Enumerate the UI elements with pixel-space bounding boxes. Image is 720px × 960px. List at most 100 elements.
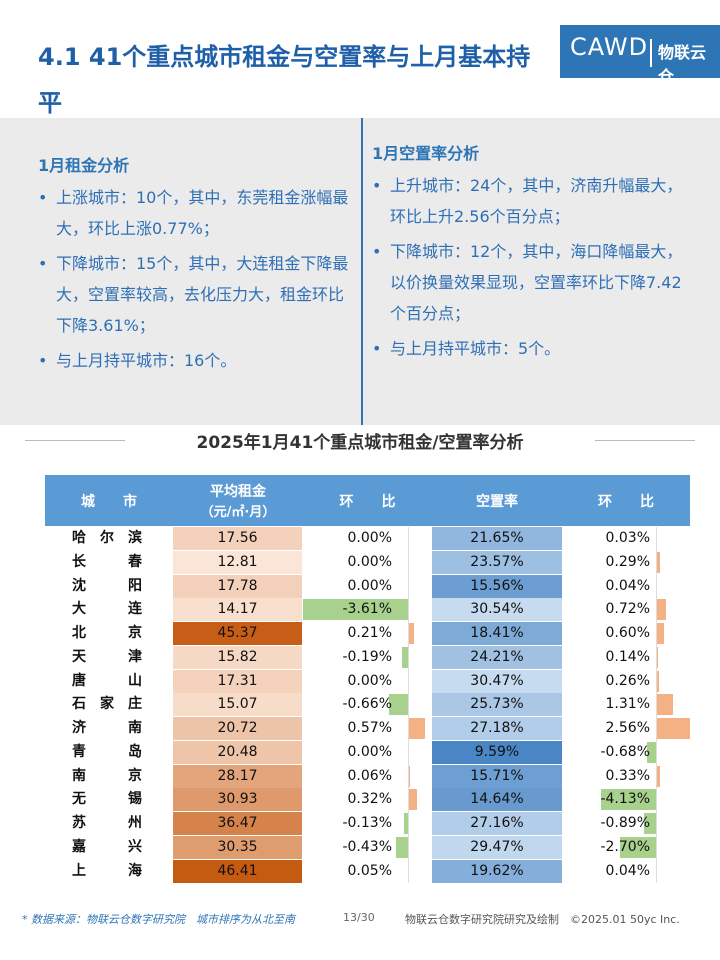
vacancy-cell: 25.73% xyxy=(432,693,562,717)
vacancy-value: 19.62% xyxy=(470,862,524,879)
city: 沈阳 xyxy=(72,577,142,594)
logo: CAWD 物联云仓 xyxy=(560,25,720,86)
change-bar xyxy=(601,789,656,811)
header-text: 空置率 xyxy=(476,493,518,510)
bullet-item: 下降城市：12个，其中，海口降幅最大，以价换量效果显现，空置率环比下降7.42个… xyxy=(372,236,687,329)
rent-cell: 20.48 xyxy=(173,740,302,764)
rent-value: 17.31 xyxy=(217,672,258,689)
vacancy-cell: 27.16% xyxy=(432,812,562,835)
vacancy-analysis: 1月空置率分析上升城市：24个，其中，济南升幅最大，环比上升2.56个百分点；下… xyxy=(372,140,687,368)
vacancy-cell: 15.71% xyxy=(432,764,562,788)
change-value: 0.33% xyxy=(605,767,650,784)
table-header: 城市 平均租金 （元/㎡·月） 环比 空置率 环比 xyxy=(45,475,690,526)
change-value: 0.04% xyxy=(605,577,650,594)
rent-cell: 20.72 xyxy=(173,717,302,740)
vacancy-cell: 29.47% xyxy=(432,835,562,859)
vacancy-cell: 30.47% xyxy=(432,669,562,693)
change-bar xyxy=(656,551,660,573)
change-value: 0.26% xyxy=(605,672,650,689)
change-bar xyxy=(303,599,408,621)
rent-cell: 46.41 xyxy=(173,859,302,883)
rent-cell: 15.82 xyxy=(173,645,302,669)
vacancy-cell: 24.21% xyxy=(432,645,562,669)
bullet-item: 上升城市：24个，其中，济南升幅最大，环比上升2.56个百分点； xyxy=(372,170,687,232)
bullet-item: 与上月持平城市：16个。 xyxy=(38,345,353,376)
change-bar xyxy=(402,646,408,668)
header-text: 环比 xyxy=(339,493,424,510)
rent-value: 20.72 xyxy=(217,720,258,736)
change-value: -0.13% xyxy=(342,815,392,831)
change-value: 0.21% xyxy=(347,625,392,641)
logo-text: CAWD xyxy=(570,33,649,61)
city: 嘉兴 xyxy=(72,838,142,855)
change-value: 2.56% xyxy=(605,720,650,736)
divider xyxy=(361,118,363,425)
rent-cell: 45.37 xyxy=(173,622,302,645)
bullet-item: 上涨城市：10个，其中，东莞租金涨幅最大，环比上涨0.77%； xyxy=(38,182,353,244)
vacancy-cell: 19.62% xyxy=(432,859,562,883)
heading: 1月租金分析 xyxy=(38,156,130,175)
vacancy-cell: 30.54% xyxy=(432,598,562,622)
list: 上升城市：24个，其中，济南升幅最大，环比上升2.56个百分点；下降城市：12个… xyxy=(372,170,687,364)
rent-value: 17.56 xyxy=(217,530,258,546)
vacancy-value: 14.64% xyxy=(470,791,524,808)
vacancy-value: 25.73% xyxy=(470,696,524,713)
logo-divider xyxy=(650,39,652,67)
change-value: 0.60% xyxy=(605,625,650,641)
header-cell: 平均租金 （元/㎡·月） xyxy=(173,475,303,526)
change-bar xyxy=(408,623,415,644)
rule xyxy=(25,440,125,441)
vacancy-value: 21.65% xyxy=(470,530,524,546)
rule xyxy=(595,440,695,441)
axis-line xyxy=(656,527,657,883)
change-value: 0.72% xyxy=(605,601,650,618)
change-value: -0.19% xyxy=(342,648,392,665)
rent-cell: 14.17 xyxy=(173,598,302,622)
change-bar xyxy=(620,836,656,858)
rent-value: 46.41 xyxy=(217,862,258,879)
rent-value: 30.35 xyxy=(217,838,258,855)
rent-value: 14.17 xyxy=(217,601,258,618)
rent-value: 20.48 xyxy=(217,743,258,760)
change-value: -0.66% xyxy=(342,696,392,713)
rent-value: 17.78 xyxy=(217,577,258,594)
credit: 物联云仓数字研究院研究及绘制 ©2025.01 50yc Inc. xyxy=(405,913,680,926)
change-value: -0.68% xyxy=(600,743,650,760)
city: 大连 xyxy=(72,601,142,618)
city: 上海 xyxy=(72,862,142,879)
rent-value: 15.82 xyxy=(217,648,258,665)
vacancy-value: 30.47% xyxy=(470,672,524,689)
vacancy-cell: 14.64% xyxy=(432,788,562,812)
header-cell: 空置率 xyxy=(432,475,562,526)
vacancy-cell: 27.18% xyxy=(432,717,562,740)
city: 苏州 xyxy=(72,815,142,831)
vacancy-value: 15.56% xyxy=(470,577,524,594)
change-value: 0.32% xyxy=(347,791,392,808)
vacancy-value: 15.71% xyxy=(470,767,524,784)
header-text: （元/㎡·月） xyxy=(200,505,276,520)
change-bar xyxy=(395,836,408,858)
rent-cell: 17.56 xyxy=(173,527,302,550)
header-cell: 环比 xyxy=(562,475,690,526)
change-value: 0.29% xyxy=(605,553,650,570)
change-value: -4.13% xyxy=(600,791,650,808)
city: 济南 xyxy=(72,720,142,736)
city: 石家庄 xyxy=(72,696,142,713)
rent-value: 15.07 xyxy=(217,696,258,713)
rent-cell: 28.17 xyxy=(173,764,302,788)
vacancy-value: 27.16% xyxy=(470,815,524,831)
list: 上涨城市：10个，其中，东莞租金涨幅最大，环比上涨0.77%；下降城市：15个，… xyxy=(38,182,353,376)
change-bar xyxy=(408,718,425,739)
table-title: 2025年1月41个重点城市租金/空置率分析 xyxy=(196,433,524,453)
header-cell: 城市 xyxy=(45,475,173,526)
vacancy-value: 18.41% xyxy=(470,625,524,641)
vacancy-cell: 21.65% xyxy=(432,527,562,550)
change-value: -0.43% xyxy=(342,838,392,855)
rent-cell: 30.35 xyxy=(173,835,302,859)
page-number: 13/30 xyxy=(343,911,375,924)
vacancy-value: 9.59% xyxy=(474,743,520,760)
city: 天津 xyxy=(72,648,142,665)
vacancy-value: 23.57% xyxy=(470,553,524,570)
rent-cell: 17.31 xyxy=(173,669,302,693)
change-value: 1.31% xyxy=(605,696,650,713)
